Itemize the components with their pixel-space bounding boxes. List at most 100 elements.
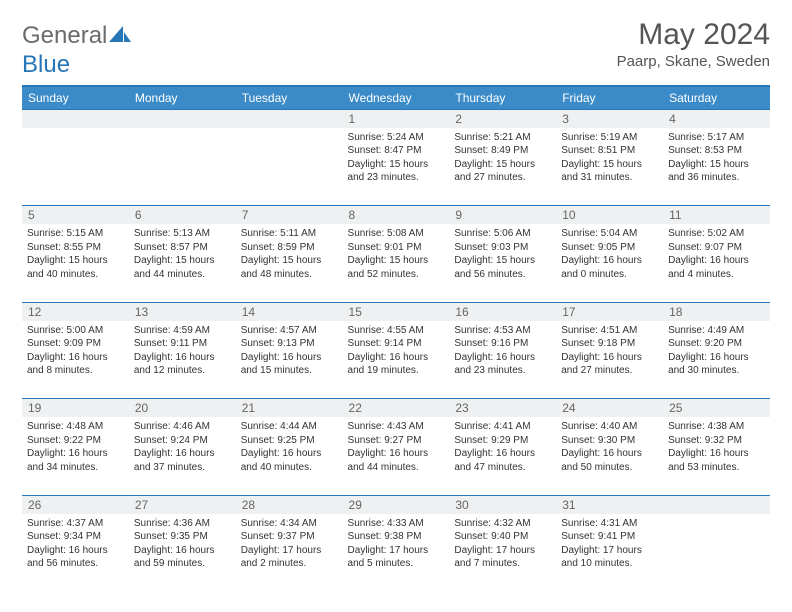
calendar-table: Sunday Monday Tuesday Wednesday Thursday…	[22, 85, 770, 592]
dow-thursday: Thursday	[449, 86, 556, 110]
sunset-line: Sunset: 9:34 PM	[27, 530, 124, 544]
dow-row: Sunday Monday Tuesday Wednesday Thursday…	[22, 86, 770, 110]
day-number-cell: 26	[22, 495, 129, 514]
day-number-cell: 15	[343, 302, 450, 321]
sunset-line: Sunset: 8:47 PM	[348, 144, 445, 158]
sunrise-line: Sunrise: 4:49 AM	[668, 324, 765, 338]
dow-friday: Friday	[556, 86, 663, 110]
sunset-line: Sunset: 9:30 PM	[561, 434, 658, 448]
sunrise-line: Sunrise: 4:44 AM	[241, 420, 338, 434]
logo-word-1: General	[22, 22, 107, 49]
daylight-line: Daylight: 17 hours and 5 minutes.	[348, 544, 445, 571]
day-number-cell: 27	[129, 495, 236, 514]
day-info-cell: Sunrise: 5:13 AMSunset: 8:57 PMDaylight:…	[129, 224, 236, 302]
dow-monday: Monday	[129, 86, 236, 110]
day-info-cell: Sunrise: 4:51 AMSunset: 9:18 PMDaylight:…	[556, 321, 663, 399]
day-number-cell: 28	[236, 495, 343, 514]
sunset-line: Sunset: 8:53 PM	[668, 144, 765, 158]
sunrise-line: Sunrise: 4:51 AM	[561, 324, 658, 338]
day-number-cell	[236, 109, 343, 128]
daynum-row: 262728293031	[22, 495, 770, 514]
sunset-line: Sunset: 9:11 PM	[134, 337, 231, 351]
logo-sail-icon	[109, 23, 131, 51]
sunset-line: Sunset: 9:03 PM	[454, 241, 551, 255]
daylight-line: Daylight: 16 hours and 47 minutes.	[454, 447, 551, 474]
dow-saturday: Saturday	[663, 86, 770, 110]
sunset-line: Sunset: 9:29 PM	[454, 434, 551, 448]
sunrise-line: Sunrise: 4:36 AM	[134, 517, 231, 531]
day-number-cell: 13	[129, 302, 236, 321]
location: Paarp, Skane, Sweden	[617, 53, 770, 70]
sunrise-line: Sunrise: 4:46 AM	[134, 420, 231, 434]
info-row: Sunrise: 4:37 AMSunset: 9:34 PMDaylight:…	[22, 514, 770, 592]
day-info-cell: Sunrise: 4:40 AMSunset: 9:30 PMDaylight:…	[556, 417, 663, 495]
sunrise-line: Sunrise: 4:31 AM	[561, 517, 658, 531]
sunset-line: Sunset: 9:01 PM	[348, 241, 445, 255]
daylight-line: Daylight: 17 hours and 7 minutes.	[454, 544, 551, 571]
daylight-line: Daylight: 16 hours and 12 minutes.	[134, 351, 231, 378]
sunrise-line: Sunrise: 4:43 AM	[348, 420, 445, 434]
sunset-line: Sunset: 8:57 PM	[134, 241, 231, 255]
day-info-cell: Sunrise: 5:21 AMSunset: 8:49 PMDaylight:…	[449, 128, 556, 206]
day-number-cell: 9	[449, 206, 556, 225]
info-row: Sunrise: 5:00 AMSunset: 9:09 PMDaylight:…	[22, 321, 770, 399]
daylight-line: Daylight: 15 hours and 36 minutes.	[668, 158, 765, 185]
day-info-cell: Sunrise: 5:04 AMSunset: 9:05 PMDaylight:…	[556, 224, 663, 302]
day-info-cell	[129, 128, 236, 206]
day-number-cell: 19	[22, 399, 129, 418]
dow-wednesday: Wednesday	[343, 86, 450, 110]
daylight-line: Daylight: 16 hours and 8 minutes.	[27, 351, 124, 378]
day-info-cell	[663, 514, 770, 592]
day-number-cell: 21	[236, 399, 343, 418]
header: GeneralBlue May 2024 Paarp, Skane, Swede…	[22, 18, 770, 79]
info-row: Sunrise: 5:24 AMSunset: 8:47 PM Daylight:…	[22, 128, 770, 206]
sunset-line: Sunset: 9:18 PM	[561, 337, 658, 351]
day-number-cell	[129, 109, 236, 128]
day-number-cell: 2	[449, 109, 556, 128]
day-info-cell: Sunrise: 5:02 AMSunset: 9:07 PMDaylight:…	[663, 224, 770, 302]
day-number-cell: 23	[449, 399, 556, 418]
sunrise-line: Sunrise: 4:33 AM	[348, 517, 445, 531]
daylight-line: Daylight: 15 hours and 27 minutes.	[454, 158, 551, 185]
day-number-cell: 24	[556, 399, 663, 418]
sunrise-line: Sunrise: 4:59 AM	[134, 324, 231, 338]
daylight-line: Daylight: 16 hours and 40 minutes.	[241, 447, 338, 474]
sunrise-line: Sunrise: 5:11 AM	[241, 227, 338, 241]
sunset-line: Sunset: 9:41 PM	[561, 530, 658, 544]
day-number-cell: 14	[236, 302, 343, 321]
page-title: May 2024	[617, 18, 770, 51]
day-info-cell: Sunrise: 4:37 AMSunset: 9:34 PMDaylight:…	[22, 514, 129, 592]
day-info-cell	[22, 128, 129, 206]
daylight-line: Daylight: 15 hours and 52 minutes.	[348, 254, 445, 281]
sunrise-line: Sunrise: 5:19 AM	[561, 131, 658, 145]
logo-word-2: Blue	[22, 51, 70, 78]
daylight-line: Daylight: 15 hours and 44 minutes.	[134, 254, 231, 281]
day-number-cell: 29	[343, 495, 450, 514]
day-info-cell: Sunrise: 4:34 AMSunset: 9:37 PMDaylight:…	[236, 514, 343, 592]
day-number-cell: 20	[129, 399, 236, 418]
sunset-line: Sunset: 9:22 PM	[27, 434, 124, 448]
dow-tuesday: Tuesday	[236, 86, 343, 110]
daylight-line: Daylight: 16 hours and 23 minutes.	[454, 351, 551, 378]
day-info-cell: Sunrise: 4:38 AMSunset: 9:32 PMDaylight:…	[663, 417, 770, 495]
day-number-cell: 30	[449, 495, 556, 514]
day-info-cell	[236, 128, 343, 206]
daylight-line: Daylight: 16 hours and 59 minutes.	[134, 544, 231, 571]
sunrise-line: Sunrise: 4:53 AM	[454, 324, 551, 338]
sunrise-line: Sunrise: 5:04 AM	[561, 227, 658, 241]
dow-sunday: Sunday	[22, 86, 129, 110]
sunrise-line: Sunrise: 5:24 AM	[348, 131, 445, 145]
sunrise-line: Sunrise: 4:57 AM	[241, 324, 338, 338]
sunset-line: Sunset: 9:09 PM	[27, 337, 124, 351]
sunrise-line: Sunrise: 4:32 AM	[454, 517, 551, 531]
daylight-line: Daylight: 15 hours and 56 minutes.	[454, 254, 551, 281]
daylight-line: Daylight: 16 hours and 34 minutes.	[27, 447, 124, 474]
daylight-line: Daylight: 16 hours and 4 minutes.	[668, 254, 765, 281]
day-info-cell: Sunrise: 4:53 AMSunset: 9:16 PMDaylight:…	[449, 321, 556, 399]
sunrise-line: Sunrise: 5:17 AM	[668, 131, 765, 145]
sunset-line: Sunset: 8:59 PM	[241, 241, 338, 255]
day-info-cell: Sunrise: 4:36 AMSunset: 9:35 PMDaylight:…	[129, 514, 236, 592]
day-number-cell: 17	[556, 302, 663, 321]
sunrise-line: Sunrise: 4:48 AM	[27, 420, 124, 434]
daylight-line: Daylight: 16 hours and 37 minutes.	[134, 447, 231, 474]
